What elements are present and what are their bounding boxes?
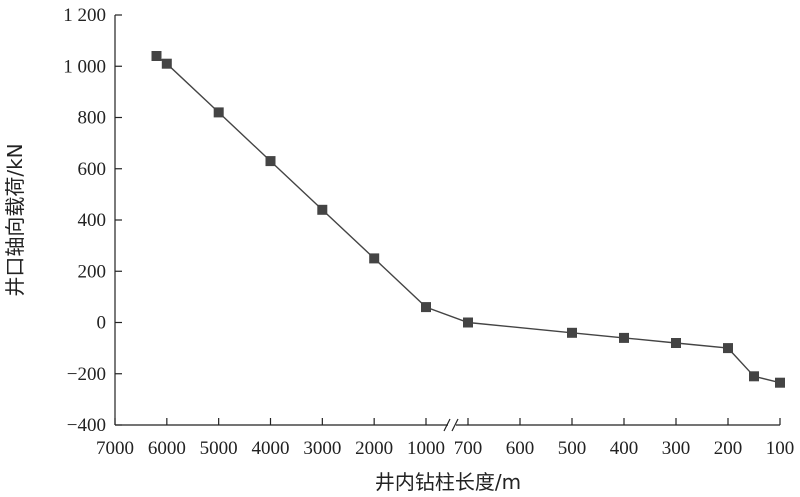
data-point <box>775 377 785 388</box>
data-point <box>671 338 681 348</box>
y-tick-label: 1 200 <box>63 5 106 26</box>
y-tick-label: −400 <box>67 415 106 436</box>
x-tick-label: 700 <box>454 438 483 459</box>
x-tick-label: 600 <box>506 438 535 459</box>
data-point <box>161 58 172 69</box>
series-layer <box>151 51 785 388</box>
data-point <box>421 302 431 313</box>
y-tick-label: 1 000 <box>63 56 106 77</box>
axes <box>114 15 780 432</box>
x-tick-label: 300 <box>662 438 691 459</box>
y-tick-label: 600 <box>78 159 107 180</box>
y-tick-label: 0 <box>97 313 107 334</box>
data-point <box>567 327 577 338</box>
data-point <box>463 317 473 328</box>
data-point <box>213 107 224 118</box>
y-tick-label: 800 <box>78 108 107 129</box>
x-axis-title: 井内钻柱长度/m <box>375 470 521 494</box>
data-point <box>317 204 328 215</box>
x-ticks: 7000 6000 5000 4000 3000 2000 1000 700 600 500 400… <box>96 418 794 459</box>
data-point <box>723 343 733 354</box>
x-tick-label: 6000 <box>148 438 186 459</box>
data-point <box>151 51 162 61</box>
x-tick-label: 2000 <box>355 438 393 459</box>
x-tick-label: 5000 <box>200 438 238 459</box>
data-point <box>265 156 276 167</box>
x-tick-label: 500 <box>558 438 587 459</box>
y-tick-label: 200 <box>78 261 107 282</box>
y-axis-title: 井口轴向载荷/kN <box>3 143 27 296</box>
x-tick-label: 7000 <box>96 438 134 459</box>
x-tick-label: 3000 <box>303 438 341 459</box>
series-line <box>156 55 781 384</box>
x-tick-label: 1000 <box>407 438 445 459</box>
x-tick-label: 100 <box>766 438 795 459</box>
y-tick-label: 400 <box>78 210 107 231</box>
y-tick-label: −200 <box>67 364 106 385</box>
data-point <box>619 332 629 343</box>
data-point <box>369 253 380 264</box>
axis-break-mark <box>443 418 459 432</box>
x-tick-label: 400 <box>610 438 639 459</box>
x-tick-label: 4000 <box>252 438 290 459</box>
x-tick-label: 200 <box>714 438 743 459</box>
data-point <box>749 371 759 382</box>
y-ticks: −400 −200 0 200 400 600 800 1 000 1 200 <box>63 5 122 436</box>
